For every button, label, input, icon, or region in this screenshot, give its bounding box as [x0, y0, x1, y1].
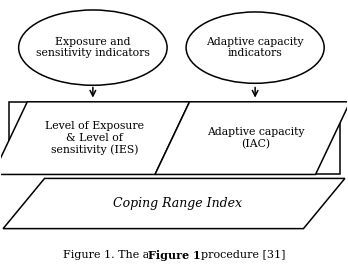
Text: Figure 1. The analytical procedure [31]: Figure 1. The analytical procedure [31]: [63, 250, 285, 260]
Polygon shape: [0, 102, 190, 174]
Bar: [9, 102, 340, 174]
Text: Adaptive capacity
indicators: Adaptive capacity indicators: [206, 37, 304, 58]
Polygon shape: [3, 178, 345, 229]
Ellipse shape: [186, 12, 324, 83]
Text: Figure 1. The analytical procedure [31]: Figure 1. The analytical procedure [31]: [63, 250, 285, 260]
Polygon shape: [155, 102, 348, 174]
Text: Figure 1: Figure 1: [148, 250, 200, 261]
Text: Exposure and
sensitivity indicators: Exposure and sensitivity indicators: [36, 37, 150, 58]
Text: Level of Exposure
& Level of
sensitivity (IES): Level of Exposure & Level of sensitivity…: [45, 121, 144, 155]
Text: Adaptive capacity
(IAC): Adaptive capacity (IAC): [207, 127, 305, 149]
Ellipse shape: [19, 10, 167, 85]
Text: Coping Range Index: Coping Range Index: [113, 197, 242, 210]
Text: Figure 1: Figure 1: [148, 250, 200, 261]
